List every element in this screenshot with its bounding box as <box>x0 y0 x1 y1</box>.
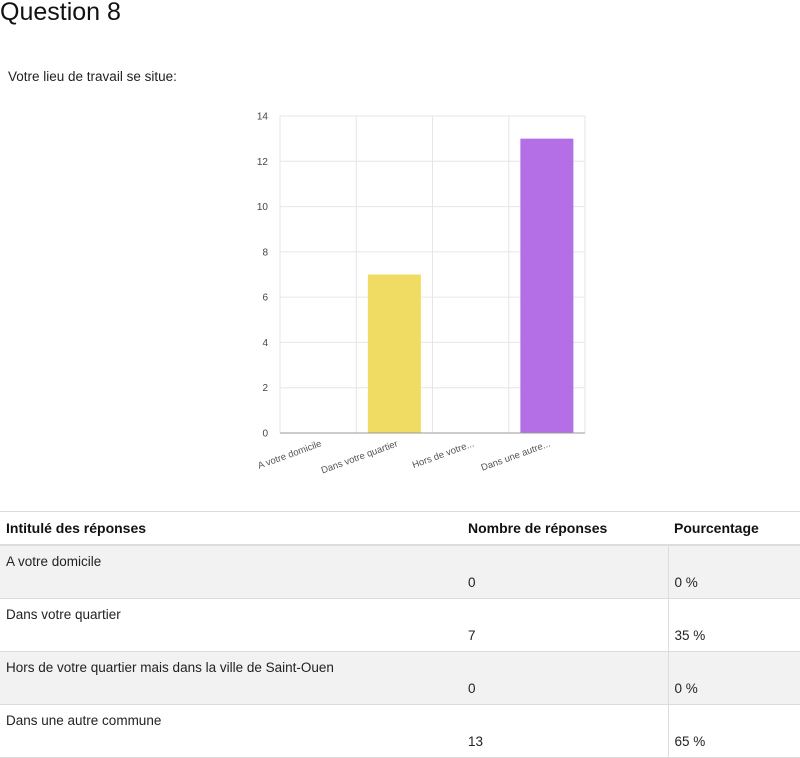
y-tick-label: 6 <box>262 293 268 304</box>
x-tick-label: Dans votre quartier <box>320 438 400 476</box>
row-percent: 0 % <box>667 651 800 705</box>
row-label: Hors de votre quartier mais dans la vill… <box>0 651 462 705</box>
y-tick-label: 14 <box>257 112 269 123</box>
table-header-row: Intitulé des réponses Nombre de réponses… <box>0 511 800 546</box>
y-tick-label: 4 <box>262 338 268 349</box>
header-percentage: Pourcentage <box>668 511 800 546</box>
bar <box>367 274 421 433</box>
results-table: Intitulé des réponses Nombre de réponses… <box>0 511 800 758</box>
row-percent: 0 % <box>667 545 800 599</box>
table-row: A votre domicile 0 0 % <box>0 545 800 599</box>
x-tick-label: A votre domicile <box>256 438 323 471</box>
row-label: Dans une autre commune <box>0 704 462 758</box>
chart-bars <box>367 138 574 433</box>
page-title: Question 8 <box>0 0 121 26</box>
row-count: 7 <box>462 598 668 652</box>
y-tick-label: 10 <box>257 202 269 213</box>
header-answer-label: Intitulé des réponses <box>0 511 462 546</box>
row-count: 0 <box>462 651 668 705</box>
row-count: 13 <box>462 704 668 758</box>
row-label: Dans votre quartier <box>0 598 462 652</box>
row-label: A votre domicile <box>0 545 462 599</box>
header-response-count: Nombre de réponses <box>462 511 668 546</box>
y-tick-label: 2 <box>262 383 268 394</box>
row-count: 0 <box>462 545 668 599</box>
x-tick-label: Hors de votre... <box>411 438 476 471</box>
y-tick-label: 8 <box>262 247 268 258</box>
table-row: Hors de votre quartier mais dans la vill… <box>0 651 800 705</box>
question-text: Votre lieu de travail se situe: <box>8 69 177 84</box>
table-row: Dans votre quartier 7 35 % <box>0 598 800 652</box>
bar <box>520 138 574 433</box>
table-row: Dans une autre commune 13 65 % <box>0 704 800 758</box>
x-tick-label: Dans une autre... <box>480 438 552 473</box>
y-tick-label: 0 <box>262 429 268 440</box>
y-tick-label: 12 <box>257 157 269 168</box>
row-percent: 35 % <box>667 598 800 652</box>
row-percent: 65 % <box>667 704 800 758</box>
